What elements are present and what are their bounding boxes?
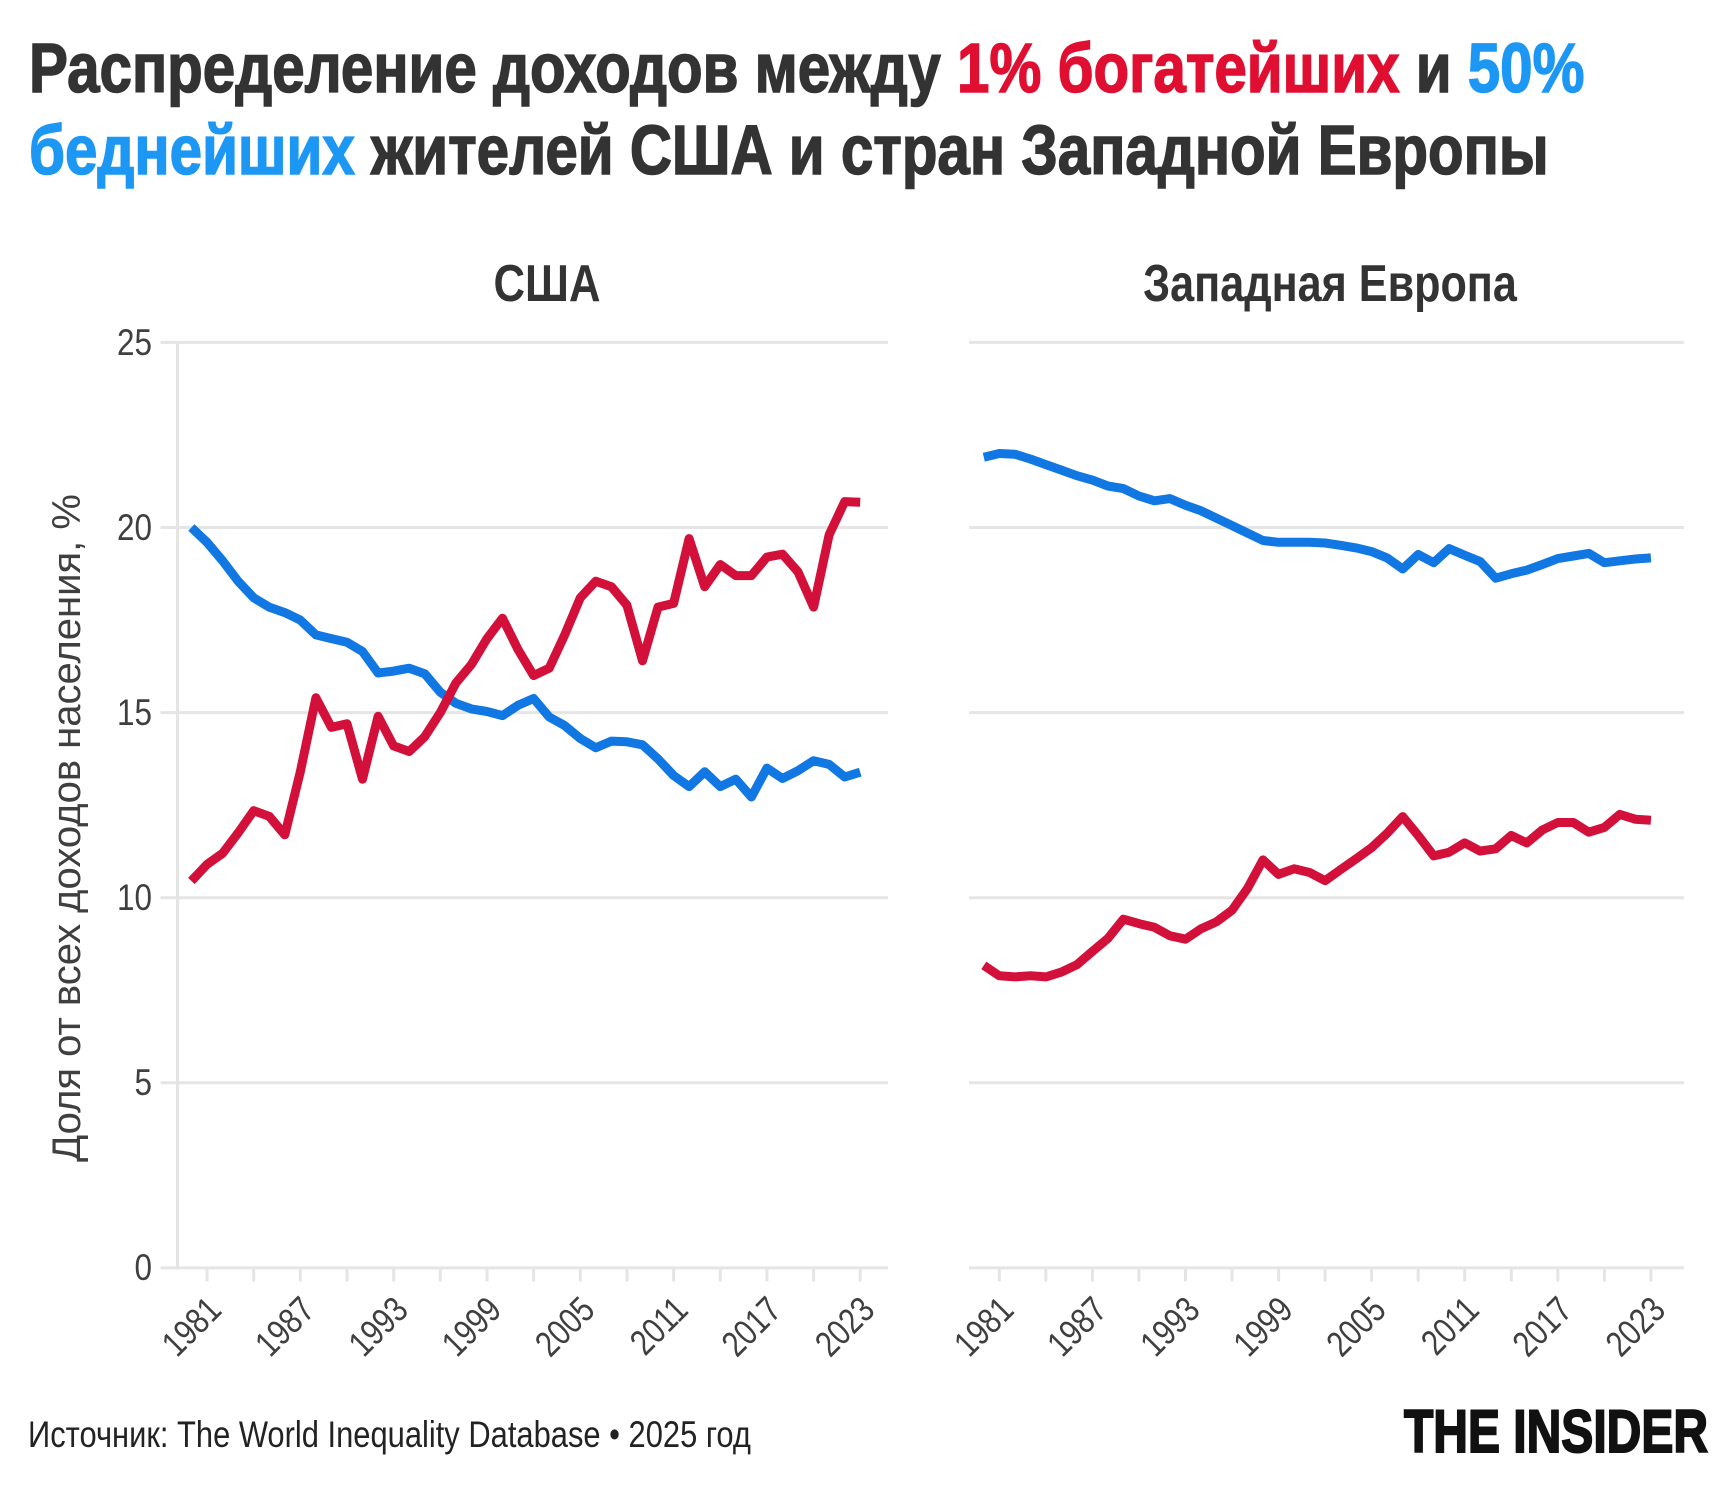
svg-text:THE INSIDER: THE INSIDER (1404, 1398, 1708, 1465)
svg-text:США: США (494, 256, 601, 313)
svg-text:Западная Европа: Западная Европа (1143, 255, 1517, 313)
svg-text:15: 15 (117, 693, 152, 734)
svg-text:10: 10 (117, 878, 152, 919)
svg-text:Распределение доходов между 1%: Распределение доходов между 1% богатейши… (29, 29, 1584, 107)
svg-text:беднейших жителей США и стран: беднейших жителей США и стран Западной Е… (29, 111, 1549, 189)
svg-text:Источник: The World Inequality: Источник: The World Inequality Database … (28, 1414, 751, 1455)
svg-text:25: 25 (117, 323, 152, 364)
svg-text:20: 20 (117, 508, 152, 549)
svg-text:Доля от всех доходов населения: Доля от всех доходов населения, % (45, 494, 89, 1162)
svg-text:0: 0 (135, 1248, 152, 1289)
svg-text:5: 5 (135, 1063, 152, 1104)
